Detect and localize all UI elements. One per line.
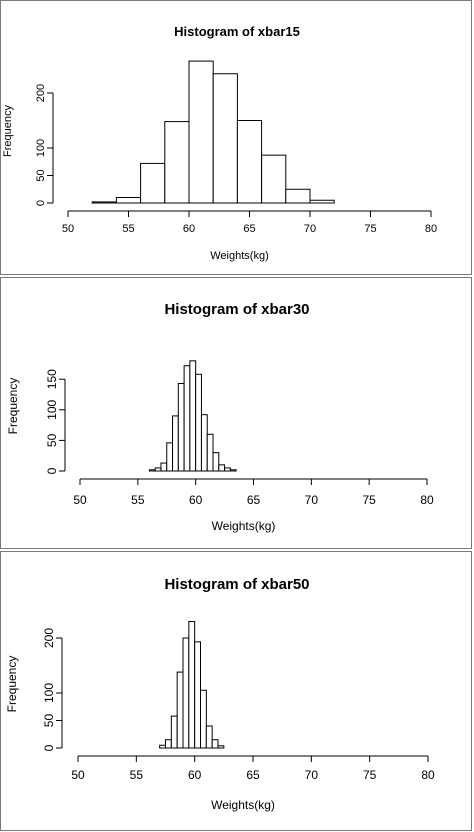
histogram-bar bbox=[236, 120, 263, 204]
x-tick-label: 60 bbox=[189, 493, 203, 507]
histogram-bar bbox=[261, 154, 287, 204]
histogram-bar bbox=[165, 739, 172, 749]
histogram-bar bbox=[176, 671, 184, 749]
histogram-bar bbox=[115, 197, 142, 204]
histogram-bar bbox=[154, 467, 162, 472]
x-tick-label: 55 bbox=[131, 493, 145, 507]
x-tick-label: 80 bbox=[420, 493, 434, 507]
histogram-bar bbox=[194, 641, 202, 749]
histogram-bar bbox=[188, 621, 196, 749]
x-tick-label: 60 bbox=[183, 223, 195, 235]
x-tick-label: 65 bbox=[247, 493, 261, 507]
x-tick-label: 80 bbox=[421, 768, 435, 782]
histogram-bar bbox=[166, 442, 174, 472]
y-tick-label: 200 bbox=[35, 84, 47, 102]
histogram-svg: Histogram of xbar50 50 55 60 65 70 75 80 0 50 100 2… bbox=[5, 576, 435, 812]
x-tick-label: 55 bbox=[122, 223, 134, 235]
histogram-bar bbox=[218, 464, 226, 472]
x-tick-label: 65 bbox=[243, 223, 255, 235]
y-tick-label: 50 bbox=[45, 433, 59, 447]
y-tick-label: 150 bbox=[45, 369, 59, 389]
x-tick-label: 75 bbox=[362, 493, 376, 507]
chart-title: Histogram of xbar15 bbox=[174, 24, 300, 39]
y-tick-label: 200 bbox=[42, 628, 56, 648]
y-axis-label: Frequency bbox=[6, 378, 20, 435]
x-tick-label: 55 bbox=[130, 768, 144, 782]
histogram-bar bbox=[205, 725, 213, 749]
y-tick-label: 100 bbox=[35, 139, 47, 157]
x-tick-label: 60 bbox=[188, 768, 202, 782]
histogram-bar bbox=[217, 745, 225, 749]
x-tick-label: 50 bbox=[62, 223, 74, 235]
histogram-bar bbox=[140, 162, 166, 204]
x-tick-label: 50 bbox=[73, 493, 87, 507]
y-tick-label: 100 bbox=[42, 683, 56, 703]
histogram-bar bbox=[200, 689, 207, 749]
x-tick-label: 65 bbox=[246, 768, 260, 782]
histogram-bar bbox=[170, 715, 178, 749]
y-tick-label: 50 bbox=[42, 714, 56, 728]
histogram-bar bbox=[200, 414, 208, 472]
histogram-bar bbox=[188, 60, 214, 204]
histogram-bar bbox=[172, 415, 179, 472]
histogram-bar bbox=[211, 739, 219, 749]
histogram-svg: Histogram of xbar15 50 55 60 65 70 75 80 0 50 100 2… bbox=[2, 24, 437, 262]
histogram-panel-xbar15: Histogram of xbar15 50 55 60 65 70 75 80 0 50 100 2… bbox=[0, 0, 472, 275]
histogram-bar bbox=[212, 73, 238, 204]
x-axis-label: Weights(kg) bbox=[211, 798, 275, 812]
histogram-bar bbox=[285, 188, 311, 204]
y-tick-label: 0 bbox=[35, 200, 47, 206]
x-tick-label: 75 bbox=[363, 768, 377, 782]
histogram-bar bbox=[91, 201, 117, 204]
histogram-bar bbox=[159, 744, 167, 749]
y-tick-label: 0 bbox=[45, 467, 59, 474]
histogram-bar bbox=[224, 467, 231, 472]
histogram-bar bbox=[309, 199, 335, 204]
histogram-bar bbox=[212, 452, 220, 472]
histogram-bar bbox=[183, 365, 191, 472]
histogram-panel-xbar50: Histogram of xbar50 50 55 60 65 70 75 80 0 50 100 2… bbox=[0, 551, 472, 831]
y-axis-label: Frequency bbox=[5, 656, 19, 713]
y-tick-label: 100 bbox=[45, 399, 59, 419]
x-tick-label: 50 bbox=[71, 768, 85, 782]
histogram-bar bbox=[160, 462, 168, 472]
x-axis-label: Weights(kg) bbox=[212, 519, 276, 533]
chart-title: Histogram of xbar30 bbox=[164, 301, 309, 318]
histogram-bar bbox=[182, 637, 190, 749]
histogram-panel-xbar30: Histogram of xbar30 50 55 60 65 70 75 80 0 50 100 1… bbox=[0, 277, 472, 549]
x-tick-label: 75 bbox=[364, 223, 376, 235]
histogram-bar bbox=[148, 469, 156, 472]
x-tick-label: 70 bbox=[304, 223, 316, 235]
chart-title: Histogram of xbar50 bbox=[164, 576, 309, 593]
histogram-bar bbox=[164, 121, 190, 204]
x-tick-label: 70 bbox=[305, 493, 319, 507]
histogram-bar bbox=[206, 433, 214, 472]
x-tick-label: 80 bbox=[425, 223, 437, 235]
histogram-bar bbox=[189, 360, 197, 472]
histogram-bar bbox=[195, 373, 202, 472]
histogram-bar bbox=[229, 469, 237, 472]
y-tick-label: 0 bbox=[42, 744, 56, 751]
histogram-bar bbox=[177, 382, 185, 472]
y-axis-label: Frequency bbox=[2, 105, 14, 157]
x-tick-label: 70 bbox=[305, 768, 319, 782]
histogram-svg: Histogram of xbar30 50 55 60 65 70 75 80 0 50 100 1… bbox=[6, 301, 434, 533]
y-tick-label: 50 bbox=[35, 169, 47, 181]
x-axis-label: Weights(kg) bbox=[210, 250, 268, 262]
